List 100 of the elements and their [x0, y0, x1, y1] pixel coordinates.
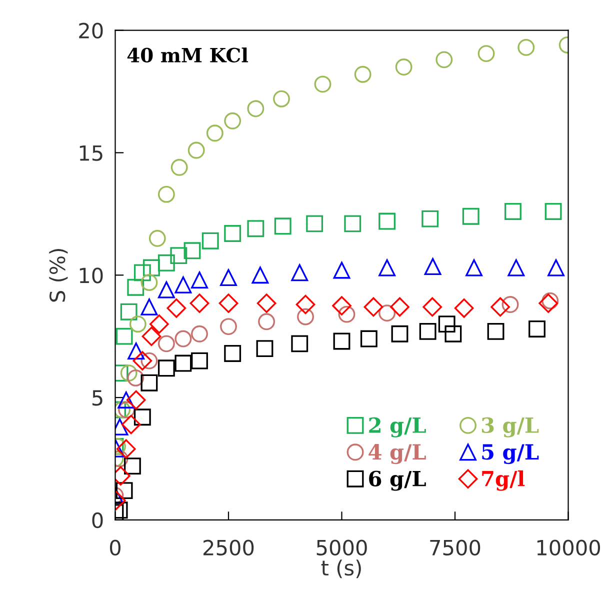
point — [354, 66, 372, 83]
point — [118, 401, 136, 418]
point — [462, 208, 480, 225]
point — [202, 232, 219, 250]
point — [158, 335, 175, 352]
point — [118, 392, 135, 408]
point — [129, 316, 146, 333]
point — [127, 278, 144, 296]
point — [422, 297, 442, 317]
point — [191, 325, 208, 342]
point — [140, 352, 158, 370]
point — [419, 322, 436, 340]
y-tick-label: 10 — [80, 268, 103, 284]
point — [258, 313, 276, 330]
point — [120, 364, 138, 382]
y-tick-label: 15 — [80, 145, 102, 161]
point — [344, 215, 362, 232]
point — [142, 326, 162, 346]
point — [191, 272, 208, 288]
point — [296, 294, 316, 314]
point — [116, 439, 136, 459]
point — [140, 374, 158, 392]
y-tick-label: 20 — [79, 22, 103, 39]
point — [378, 212, 396, 230]
point — [454, 298, 474, 318]
point — [395, 58, 412, 76]
point — [504, 202, 522, 220]
y-axis-title: S (%) — [49, 248, 68, 302]
point — [518, 38, 535, 56]
point — [174, 330, 192, 348]
point — [487, 322, 504, 340]
point — [247, 100, 264, 118]
point — [184, 242, 201, 260]
point — [120, 303, 138, 320]
point — [297, 308, 314, 326]
point — [256, 340, 274, 358]
legend-label: 3 g/L — [482, 417, 539, 438]
point — [333, 262, 350, 279]
point — [158, 186, 175, 203]
point — [273, 90, 290, 108]
point — [544, 202, 562, 220]
point — [174, 276, 192, 294]
point — [247, 220, 264, 238]
point — [134, 408, 151, 426]
point — [528, 320, 546, 338]
point — [170, 247, 188, 264]
point — [191, 352, 208, 370]
point — [478, 45, 495, 62]
point — [444, 325, 462, 342]
point — [115, 401, 131, 418]
point — [170, 158, 188, 176]
point — [206, 124, 224, 142]
point — [490, 297, 510, 317]
legend-label: 4 g/L — [368, 444, 426, 464]
point — [126, 390, 146, 410]
point — [436, 51, 453, 68]
point — [548, 259, 564, 276]
point — [220, 318, 237, 336]
point — [306, 215, 324, 232]
x-axis-title: t (s) — [321, 560, 361, 578]
point — [422, 210, 439, 228]
point — [158, 360, 175, 377]
legend-label: 7g/l — [482, 470, 525, 491]
point — [140, 298, 158, 316]
point — [338, 306, 356, 323]
point — [542, 292, 559, 310]
point — [158, 281, 175, 298]
point — [274, 218, 292, 235]
x-tick-label: 2500 — [204, 540, 254, 556]
legend-label: 6 g/L — [369, 470, 426, 491]
point — [378, 304, 396, 322]
point — [364, 297, 384, 317]
point — [190, 294, 210, 313]
point — [124, 458, 141, 475]
point — [166, 298, 186, 318]
point — [291, 335, 308, 352]
point — [127, 369, 144, 386]
point — [143, 259, 160, 276]
point — [252, 266, 269, 284]
point — [116, 328, 133, 345]
point — [132, 351, 152, 370]
x-tick-label: 0 — [110, 540, 120, 556]
annotation: 40 mM KCl — [127, 47, 248, 62]
point — [256, 294, 276, 313]
y-tick-label: 5 — [92, 390, 102, 406]
point — [220, 269, 237, 286]
point — [438, 316, 456, 333]
point — [188, 142, 205, 159]
point — [148, 230, 166, 247]
y-tick-label: 0 — [92, 512, 103, 528]
point — [333, 332, 350, 350]
point — [538, 294, 558, 313]
x-tick-label: 7500 — [430, 540, 480, 556]
point — [378, 259, 396, 276]
legend-label: 5 g/L — [482, 444, 539, 464]
point — [502, 296, 519, 313]
point — [508, 259, 525, 276]
x-tick-label: 5000 — [316, 540, 367, 556]
point — [158, 254, 175, 272]
point — [174, 354, 192, 372]
